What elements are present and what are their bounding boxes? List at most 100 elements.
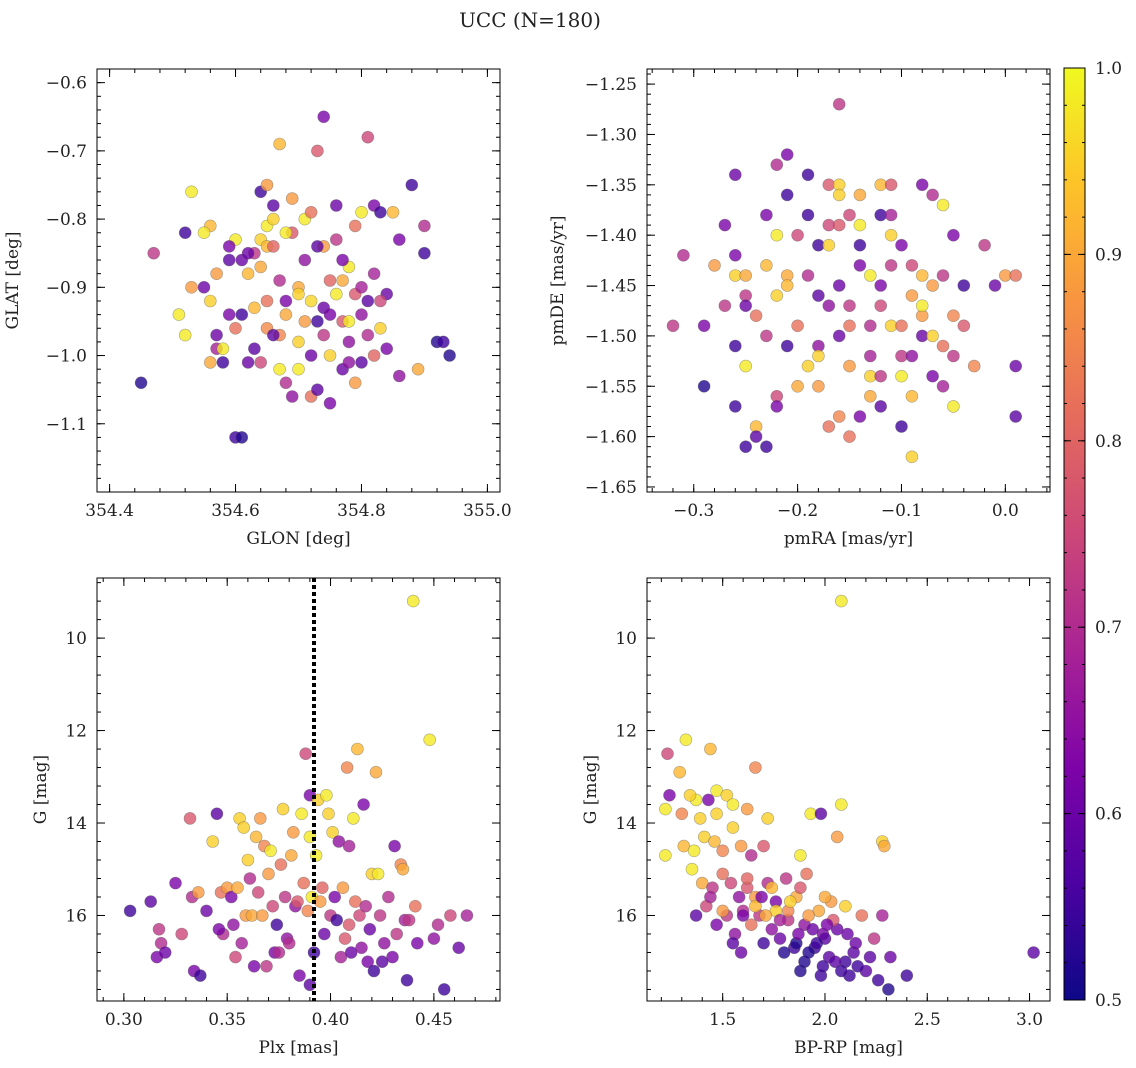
data-point (736, 909, 750, 922)
data-point (814, 807, 828, 821)
data-point (830, 830, 844, 844)
data-point (791, 228, 804, 242)
x-tick-label: 1.5 (709, 1010, 736, 1030)
data-point (227, 918, 240, 932)
data-point (342, 335, 356, 349)
data-point (260, 959, 273, 973)
data-point (437, 983, 451, 996)
y-tick-label: 14 (65, 814, 87, 834)
data-point (222, 308, 236, 321)
data-point (697, 319, 711, 333)
data-point (273, 137, 286, 151)
y-tick-label: −0.9 (46, 278, 87, 298)
colorbar-tick-label: 0.5 (1095, 991, 1122, 1011)
y-tick-label: 12 (65, 722, 87, 742)
data-point (392, 369, 406, 383)
y-tick-label: 16 (65, 906, 87, 926)
x-tick-label: 0.45 (415, 1010, 453, 1030)
data-point (386, 950, 399, 964)
data-point (744, 849, 758, 862)
data-point (436, 335, 450, 349)
data-point (342, 918, 356, 932)
y-tick-label: −0.8 (46, 210, 87, 230)
data-point (812, 379, 825, 393)
data-point (947, 400, 960, 413)
data-point (863, 269, 877, 282)
data-point (147, 246, 160, 260)
x-tick-label: 354.4 (85, 501, 134, 521)
data-point (749, 309, 763, 323)
data-point (693, 812, 707, 825)
data-point (812, 349, 825, 363)
data-point (266, 212, 280, 226)
data-point (405, 178, 419, 192)
data-point (377, 936, 391, 950)
x-tick-label: 0.30 (105, 1010, 143, 1030)
data-point (380, 342, 394, 356)
data-point (262, 867, 275, 881)
data-point (282, 936, 296, 950)
data-point (286, 825, 300, 839)
data-point (292, 335, 305, 349)
data-point (673, 765, 687, 779)
panel-magnitude-parallax: 0.30 0.35 0.40 0.45 10 12 14 16 Plx [mas] G [mag] (31, 577, 501, 1058)
data-point (760, 208, 773, 222)
data-point (832, 329, 846, 343)
y-tick-label: −1.40 (585, 226, 637, 246)
data-point (241, 356, 255, 369)
y-tick-label: −1.55 (585, 377, 637, 397)
data-point (687, 844, 701, 858)
data-point (355, 356, 368, 369)
data-point (367, 964, 381, 978)
data-point (820, 918, 834, 932)
data-point (374, 294, 387, 308)
data-point (851, 959, 865, 973)
data-point (780, 148, 794, 161)
data-point (330, 913, 344, 927)
y-tick-label: 10 (65, 629, 87, 649)
data-point (212, 922, 226, 936)
data-point (367, 349, 381, 362)
data-point (253, 812, 267, 825)
data-point (304, 349, 318, 362)
data-point (710, 807, 723, 821)
data-point (340, 761, 354, 774)
data-point (185, 185, 198, 199)
data-point (225, 890, 238, 904)
data-point (361, 955, 375, 969)
data-point (185, 280, 198, 294)
data-point (276, 802, 290, 816)
data-point (353, 909, 366, 922)
data-point (779, 872, 793, 885)
data-point (947, 309, 960, 323)
data-point (957, 319, 971, 333)
x-axis-label: pmRA [mas/yr] (784, 529, 913, 549)
data-point (849, 936, 863, 950)
data-point (800, 867, 813, 881)
data-point (895, 369, 908, 383)
colorbar: 0.5 0.6 0.7 0.8 0.9 1.0 (1063, 59, 1122, 1011)
data-point (749, 761, 762, 774)
data-point (348, 895, 362, 908)
data-point (761, 812, 775, 825)
data-point (311, 240, 324, 253)
data-point (853, 410, 867, 423)
data-point (406, 594, 420, 608)
x-tick-label: −0.2 (777, 501, 818, 521)
data-point (222, 240, 236, 253)
x-tick-label: −0.3 (673, 501, 714, 521)
data-point (251, 886, 265, 899)
data-point (382, 890, 395, 904)
data-point (431, 918, 445, 932)
data-point (755, 890, 768, 904)
data-point (720, 788, 734, 802)
data-point (273, 274, 286, 287)
data-point (853, 238, 867, 252)
data-point (410, 936, 424, 950)
data-point (806, 922, 820, 936)
y-tick-label: −1.30 (585, 125, 637, 145)
data-point (247, 959, 261, 973)
data-point (718, 218, 732, 232)
data-point (241, 267, 255, 281)
x-tick-label: 355.0 (463, 501, 512, 521)
